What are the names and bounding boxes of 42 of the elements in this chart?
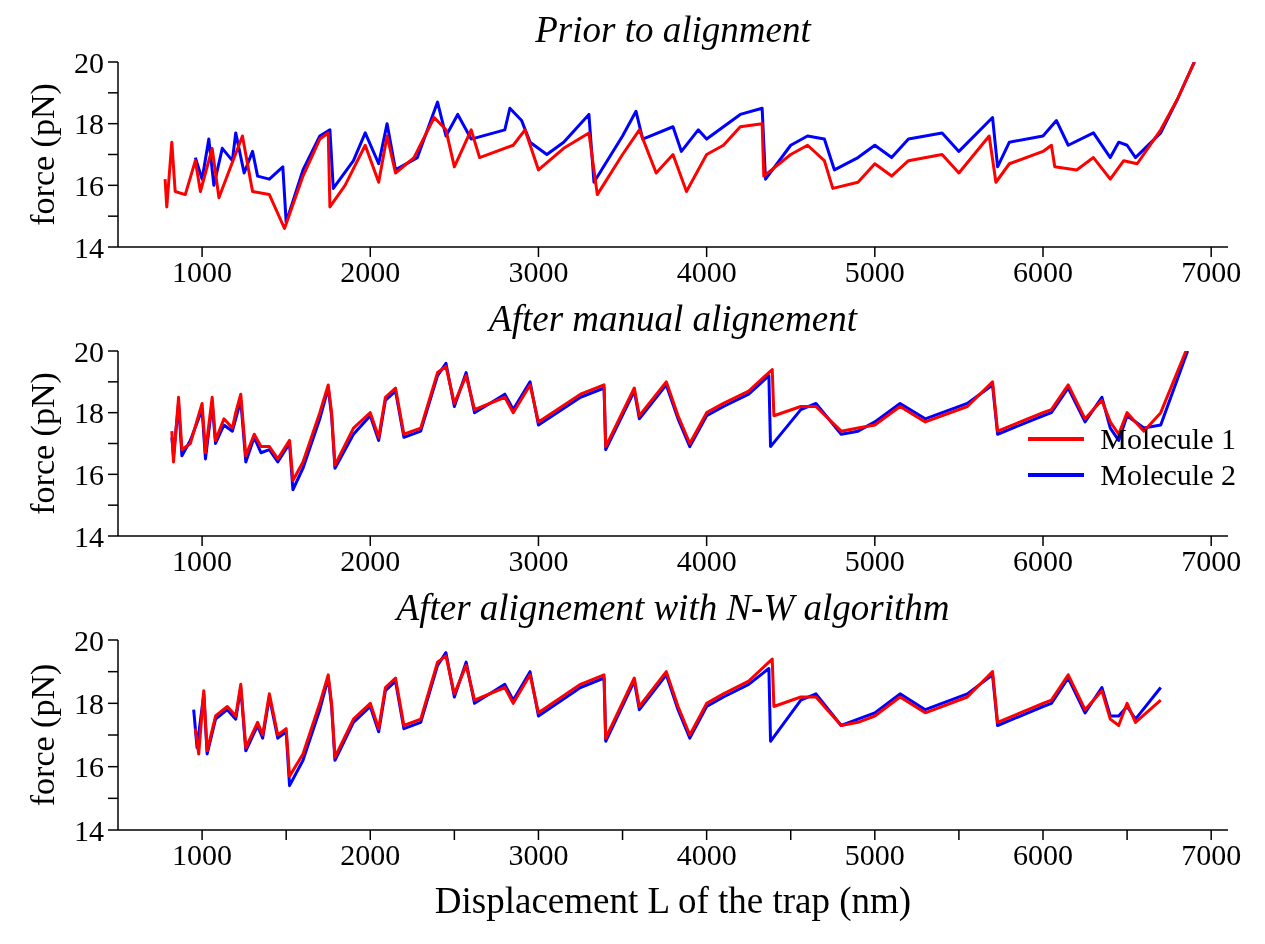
legend-label: Molecule 2: [1100, 457, 1236, 493]
x-tick-label: 4000: [676, 255, 737, 289]
y-tick-label: 20: [74, 45, 104, 79]
y-tick-label: 16: [74, 750, 104, 784]
y-axis-title: force (pN): [24, 663, 63, 807]
x-tick-label: 6000: [1013, 544, 1073, 578]
x-tick-label: 2000: [340, 544, 401, 578]
x-tick-label: 6000: [1013, 838, 1073, 872]
y-tick-label: 16: [74, 457, 104, 491]
x-tick-label: 7000: [1181, 838, 1242, 872]
x-tick-label: 2000: [340, 255, 401, 289]
x-tick-label: 1000: [172, 544, 233, 578]
x-tick-label: 6000: [1013, 255, 1073, 289]
x-tick-label: 7000: [1181, 255, 1242, 289]
x-tick-label: 4000: [676, 544, 737, 578]
legend-label: Molecule 1: [1100, 421, 1236, 457]
chart-title: After alignement with N-W algorithm: [393, 586, 951, 630]
x-tick-label: 5000: [844, 255, 905, 289]
y-tick-label: 18: [74, 107, 104, 141]
x-tick-label: 5000: [844, 544, 905, 578]
y-tick-label: 14: [74, 813, 104, 847]
x-tick-label: 7000: [1181, 544, 1242, 578]
x-axis-title: Displacement L of the trap (nm): [434, 880, 912, 922]
chart-title: Prior to alignment: [534, 8, 813, 52]
y-axis-title: force (pN): [24, 372, 63, 515]
x-tick-label: 5000: [844, 838, 905, 872]
x-tick-label: 3000: [508, 838, 569, 872]
y-axis-title: force (pN): [24, 83, 63, 226]
y-tick-label: 14: [74, 230, 104, 264]
x-tick-label: 2000: [340, 838, 401, 872]
y-tick-label: 18: [74, 396, 104, 430]
y-tick-label: 20: [74, 334, 104, 368]
x-tick-label: 3000: [508, 255, 569, 289]
y-tick-label: 14: [74, 519, 104, 553]
y-tick-label: 18: [74, 686, 104, 720]
y-tick-label: 16: [74, 168, 104, 202]
chart-title: After manual alignement: [486, 297, 859, 341]
x-tick-label: 1000: [172, 838, 233, 872]
y-tick-label: 20: [74, 623, 104, 657]
x-tick-label: 3000: [508, 544, 569, 578]
x-tick-label: 1000: [172, 255, 233, 289]
x-tick-label: 4000: [676, 838, 737, 872]
